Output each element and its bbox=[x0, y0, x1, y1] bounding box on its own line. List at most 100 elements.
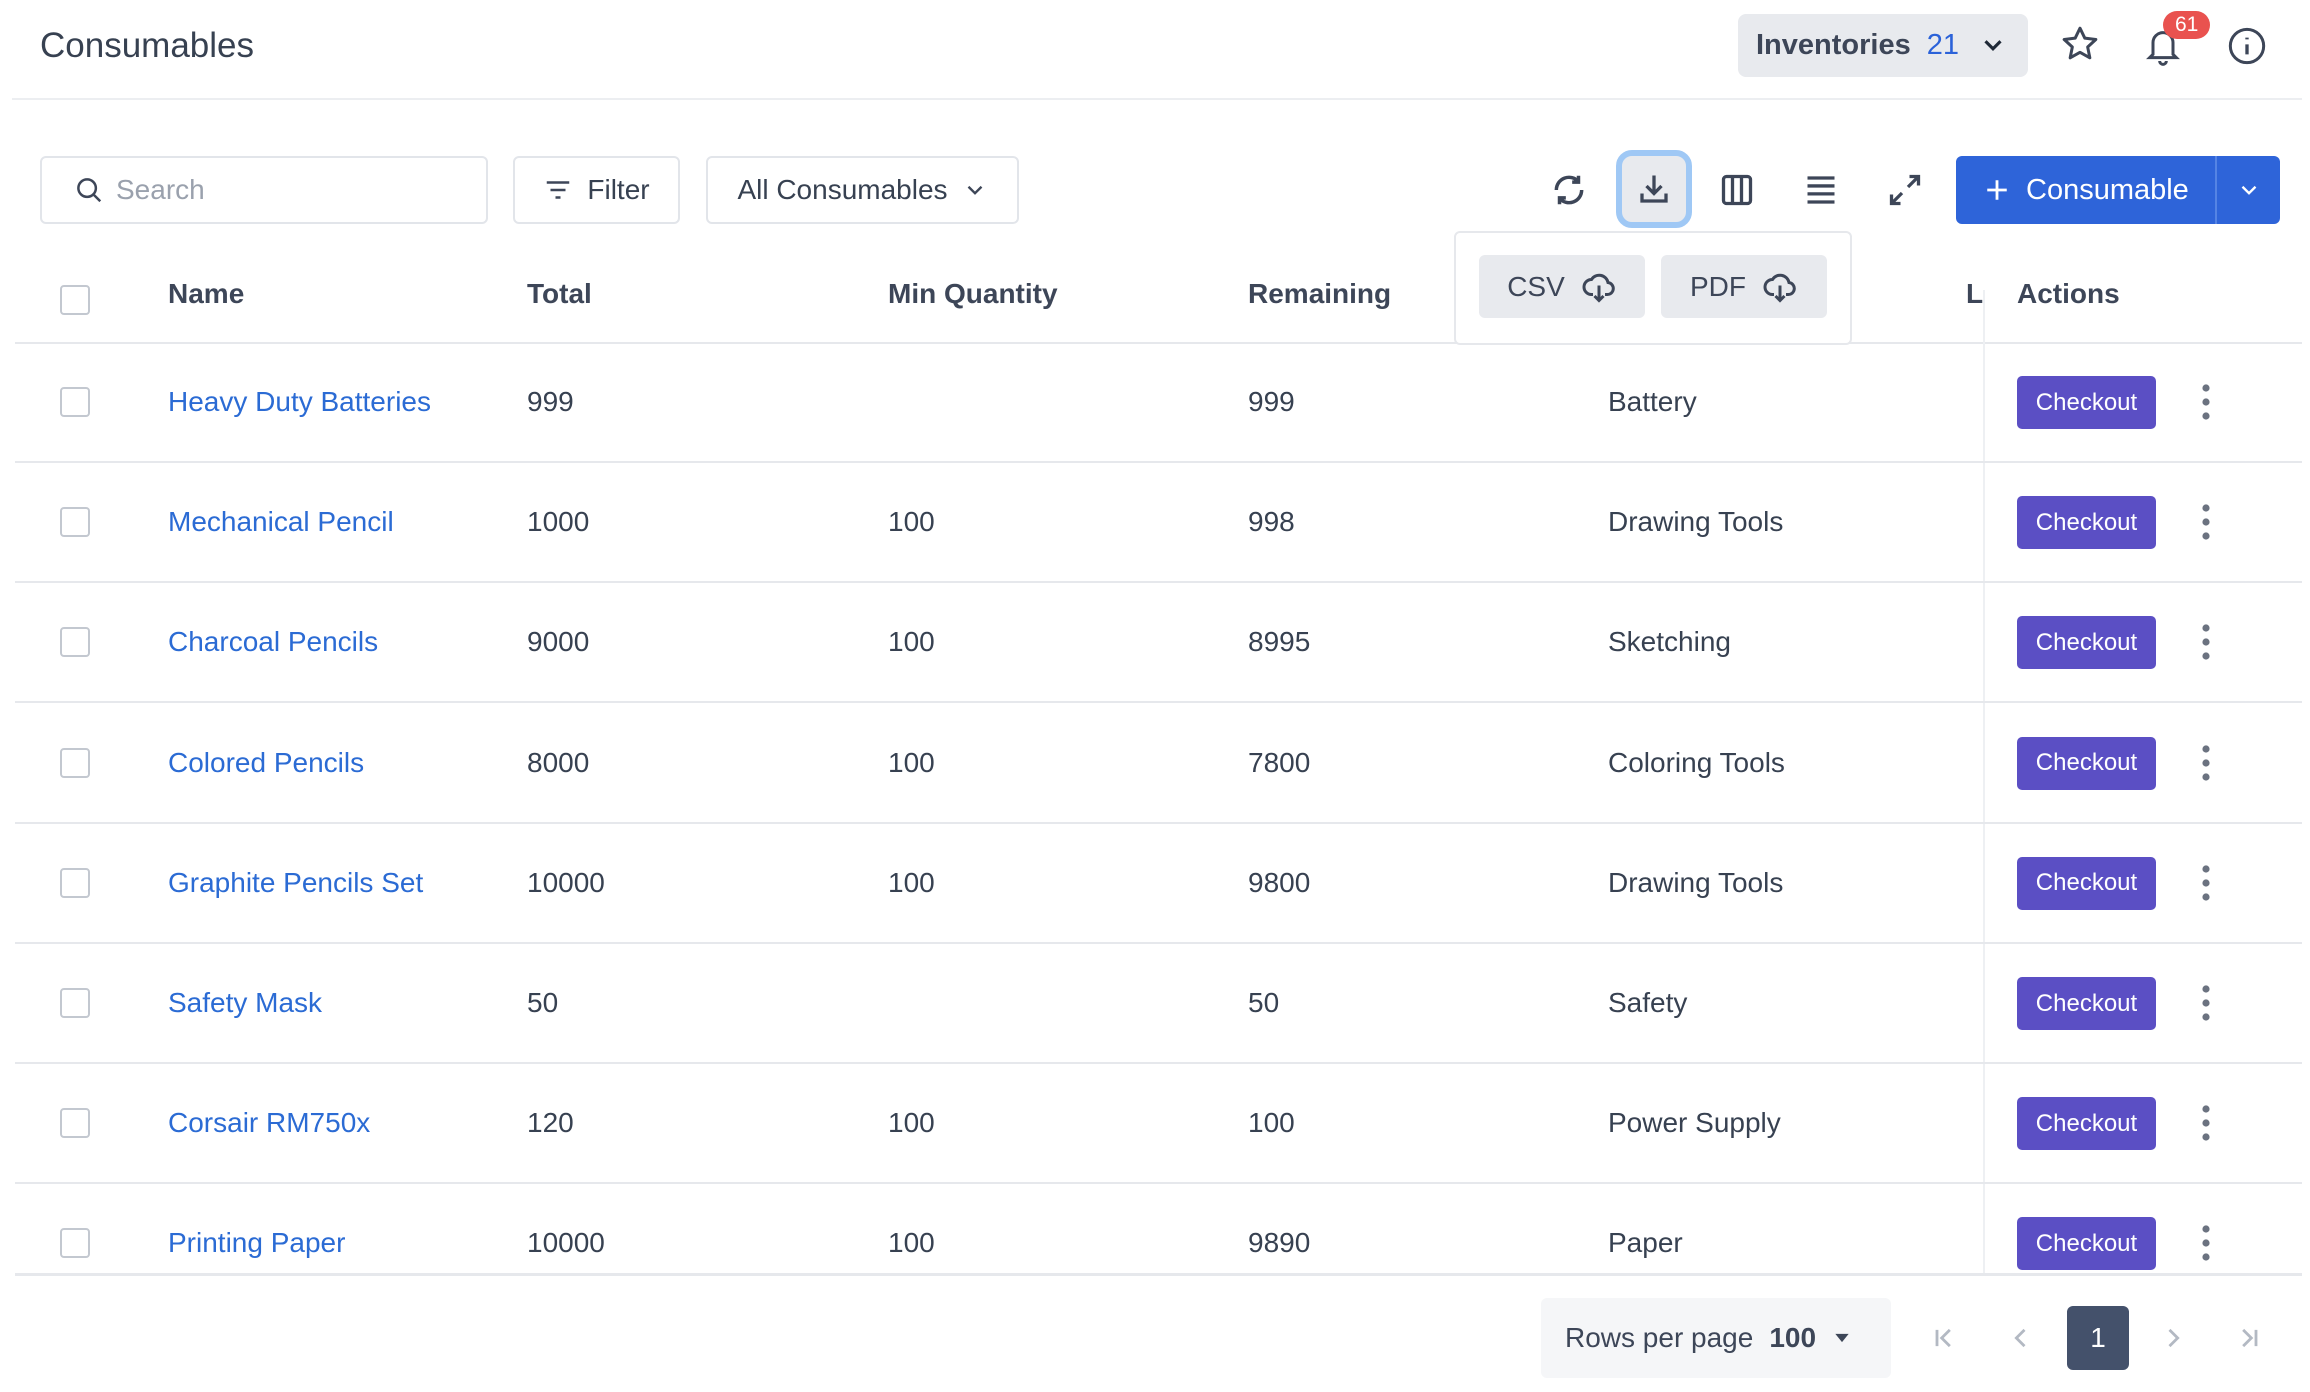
cell-name[interactable]: Corsair RM750x bbox=[168, 1107, 371, 1139]
first-page-button[interactable] bbox=[1914, 1306, 1974, 1370]
more-options-icon[interactable] bbox=[2196, 863, 2216, 903]
pinned-column-divider bbox=[1983, 290, 1985, 1274]
export-pdf-button[interactable]: PDF bbox=[1661, 255, 1827, 318]
row-checkbox[interactable] bbox=[60, 387, 90, 417]
cell-remaining: 50 bbox=[1248, 987, 1280, 1018]
chevron-down-icon bbox=[1984, 40, 2002, 51]
pdf-label: PDF bbox=[1690, 270, 1746, 302]
checkout-button[interactable]: Checkout bbox=[2017, 977, 2156, 1030]
search-icon bbox=[77, 178, 102, 203]
checkout-button[interactable]: Checkout bbox=[2017, 1097, 2156, 1151]
cell-category: Drawing Tools bbox=[1608, 506, 1784, 538]
export-menu: CSV PDF bbox=[1454, 231, 1852, 345]
more-options-icon[interactable] bbox=[2196, 622, 2216, 662]
row-checkbox[interactable] bbox=[60, 627, 90, 658]
last-page-icon bbox=[2242, 1328, 2258, 1348]
cloud-download-icon bbox=[1763, 273, 1796, 303]
row-checkbox[interactable] bbox=[60, 988, 90, 1018]
rows-per-page-select[interactable]: Rows per page 100 bbox=[1541, 1298, 1891, 1378]
more-options-icon[interactable] bbox=[2196, 743, 2216, 783]
view-select[interactable]: All Consumables bbox=[706, 156, 1019, 224]
checkout-button[interactable]: Checkout bbox=[2017, 496, 2156, 550]
page-button-1[interactable]: 1 bbox=[2067, 1306, 2129, 1370]
previous-page-button[interactable] bbox=[1991, 1306, 2051, 1370]
chevron-right-icon bbox=[2168, 1328, 2180, 1348]
row-checkbox[interactable] bbox=[60, 867, 90, 898]
column-header-actions: Actions bbox=[2017, 278, 2120, 309]
more-options-icon[interactable] bbox=[2196, 382, 2216, 422]
columns-button[interactable] bbox=[1705, 160, 1769, 220]
cell-name[interactable]: Colored Pencils bbox=[168, 746, 365, 778]
inventories-label: Inventories bbox=[1756, 29, 1911, 61]
more-options-icon[interactable] bbox=[2196, 1103, 2216, 1143]
checkout-button[interactable]: Checkout bbox=[2017, 1217, 2156, 1271]
row-divider bbox=[15, 581, 2302, 584]
filter-button[interactable]: Filter bbox=[513, 156, 680, 224]
row-divider bbox=[15, 1062, 2302, 1064]
inventories-count: 21 bbox=[1926, 29, 1959, 61]
download-button[interactable] bbox=[1616, 150, 1692, 228]
refresh-icon bbox=[1554, 175, 1584, 205]
info-icon[interactable] bbox=[2227, 26, 2267, 66]
checkout-button[interactable]: Checkout bbox=[2017, 376, 2156, 429]
cell-name[interactable]: Mechanical Pencil bbox=[168, 506, 394, 538]
density-icon bbox=[1807, 176, 1835, 204]
checkout-button[interactable]: Checkout bbox=[2017, 616, 2156, 670]
cell-min: 100 bbox=[888, 626, 935, 658]
select-all-checkbox[interactable] bbox=[60, 285, 90, 315]
checkout-button[interactable]: Checkout bbox=[2017, 736, 2156, 790]
density-button[interactable] bbox=[1789, 160, 1853, 220]
page-title: Consumables bbox=[40, 26, 254, 65]
cell-total: 10000 bbox=[527, 1227, 605, 1259]
caret-down-icon bbox=[1835, 1333, 1849, 1343]
next-page-button[interactable] bbox=[2143, 1306, 2203, 1370]
cell-remaining: 9890 bbox=[1248, 1227, 1311, 1259]
cell-name[interactable]: Printing Paper bbox=[168, 1227, 346, 1259]
add-label: Consumable bbox=[2026, 173, 2189, 206]
search-input[interactable]: Search bbox=[40, 156, 488, 224]
search-placeholder: Search bbox=[116, 174, 205, 205]
cell-name[interactable]: Safety Mask bbox=[168, 987, 323, 1018]
column-header-min-quantity[interactable]: Min Quantity bbox=[888, 278, 1058, 309]
cell-name[interactable]: Heavy Duty Batteries bbox=[168, 386, 431, 417]
header-divider bbox=[12, 98, 2302, 100]
row-checkbox[interactable] bbox=[60, 1108, 90, 1139]
checkout-button[interactable]: Checkout bbox=[2017, 856, 2156, 910]
column-header-remaining[interactable]: Remaining bbox=[1248, 278, 1392, 309]
cell-category: Coloring Tools bbox=[1608, 746, 1785, 778]
cell-total: 120 bbox=[527, 1107, 574, 1139]
cell-total: 1000 bbox=[527, 506, 590, 538]
add-consumable-button[interactable]: Consumable bbox=[1956, 156, 2280, 224]
cell-remaining: 9800 bbox=[1248, 866, 1311, 898]
row-checkbox[interactable] bbox=[60, 747, 90, 778]
row-divider bbox=[15, 941, 2302, 944]
cell-min: 100 bbox=[888, 746, 935, 778]
more-options-icon[interactable] bbox=[2196, 502, 2216, 542]
filter-icon bbox=[547, 181, 570, 199]
inventories-selector[interactable]: Inventories 21 bbox=[1738, 14, 2028, 77]
cell-remaining: 999 bbox=[1248, 386, 1295, 417]
row-checkbox[interactable] bbox=[60, 1228, 90, 1259]
view-select-value: All Consumables bbox=[737, 174, 948, 205]
row-checkbox[interactable] bbox=[60, 507, 90, 538]
refresh-button[interactable] bbox=[1537, 160, 1601, 220]
csv-label: CSV bbox=[1507, 270, 1565, 302]
more-options-icon[interactable] bbox=[2196, 1223, 2216, 1263]
cell-total: 999 bbox=[527, 386, 574, 417]
column-header-total[interactable]: Total bbox=[527, 278, 592, 309]
export-csv-button[interactable]: CSV bbox=[1479, 255, 1645, 318]
fullscreen-button[interactable] bbox=[1873, 160, 1937, 220]
add-dropdown-toggle[interactable] bbox=[2217, 177, 2280, 203]
last-page-button[interactable] bbox=[2219, 1306, 2279, 1370]
columns-icon bbox=[1721, 174, 1753, 206]
star-icon[interactable] bbox=[2060, 24, 2100, 64]
column-header-name[interactable]: Name bbox=[168, 278, 245, 309]
notification-badge: 61 bbox=[2163, 11, 2211, 39]
cell-name[interactable]: Charcoal Pencils bbox=[168, 626, 379, 658]
column-header-location[interactable]: L bbox=[1966, 278, 1984, 309]
more-options-icon[interactable] bbox=[2196, 983, 2216, 1023]
chevron-down-icon bbox=[967, 185, 982, 195]
cell-name[interactable]: Graphite Pencils Set bbox=[168, 866, 424, 898]
cell-remaining: 8995 bbox=[1248, 626, 1311, 658]
chevron-left-icon bbox=[2014, 1328, 2026, 1348]
